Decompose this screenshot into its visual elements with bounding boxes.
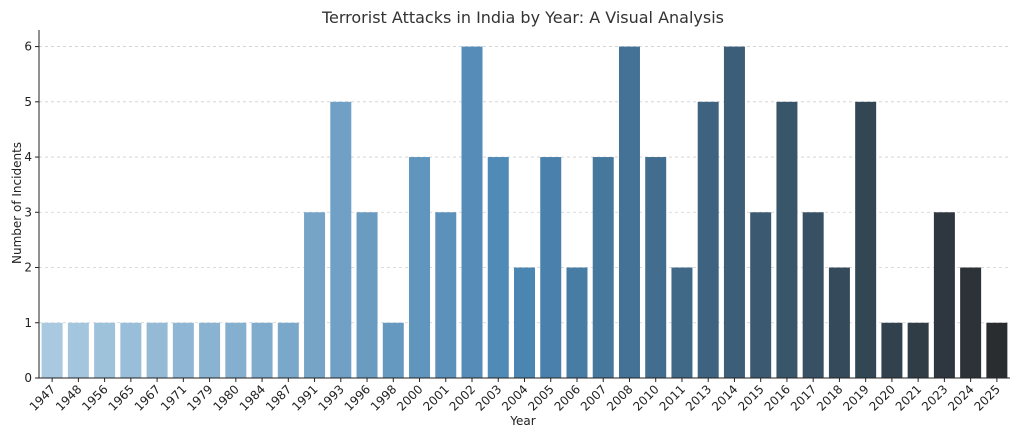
bar <box>120 322 142 378</box>
bar <box>802 212 824 378</box>
x-tick-label: 2015 <box>735 382 766 413</box>
x-tick-label: 1948 <box>53 382 84 413</box>
bar <box>986 322 1008 378</box>
bar <box>514 267 535 378</box>
bar <box>277 322 299 378</box>
x-tick-label: 2003 <box>473 382 504 413</box>
bar <box>304 212 326 378</box>
x-tick-label: 1967 <box>132 382 163 413</box>
y-axis-label: Number of Incidents <box>10 142 24 264</box>
bar <box>855 101 877 379</box>
bar <box>697 101 719 379</box>
x-tick-label: 1998 <box>368 382 399 413</box>
bar <box>435 212 457 378</box>
bar <box>172 322 194 378</box>
bar <box>960 267 982 378</box>
y-tick-label: 4 <box>24 150 32 164</box>
x-tick-label: 2025 <box>972 382 1003 413</box>
y-tick-label: 5 <box>24 95 32 109</box>
x-tick-label: 1980 <box>210 382 241 413</box>
x-tick-label: 2019 <box>840 382 871 413</box>
y-tick-label: 1 <box>24 316 32 330</box>
bar <box>94 322 116 378</box>
y-tick-label: 3 <box>24 205 32 219</box>
bar <box>881 322 903 378</box>
x-tick-label: 2020 <box>867 382 898 413</box>
bar <box>907 322 929 378</box>
bar <box>723 46 745 378</box>
x-tick-label: 2013 <box>683 382 714 413</box>
x-tick-label: 2008 <box>604 382 635 413</box>
x-tick-label: 2005 <box>525 382 556 413</box>
x-tick-label: 1991 <box>289 382 320 413</box>
bar <box>566 267 588 378</box>
bar <box>225 322 247 378</box>
x-tick-label: 2002 <box>447 382 478 413</box>
bar <box>382 322 404 378</box>
bar <box>330 101 352 379</box>
x-tick-label: 1984 <box>237 382 268 413</box>
x-tick-label: 1996 <box>342 382 373 413</box>
x-tick-label: 2014 <box>709 382 740 413</box>
bar <box>487 157 509 378</box>
x-tick-label: 2004 <box>499 382 530 413</box>
x-tick-label: 2024 <box>945 382 976 413</box>
x-tick-label: 2018 <box>814 382 845 413</box>
y-tick-label: 6 <box>24 40 32 54</box>
x-tick-label: 2023 <box>919 382 950 413</box>
x-tick-label: 2011 <box>657 382 688 413</box>
x-tick-label: 2001 <box>420 382 451 413</box>
bar <box>592 157 614 378</box>
bar <box>251 322 273 378</box>
x-tick-label: 2017 <box>788 382 819 413</box>
bar <box>618 46 640 378</box>
x-tick-label: 1993 <box>315 382 346 413</box>
bar <box>67 322 89 378</box>
bar <box>750 212 772 378</box>
y-tick-label: 0 <box>24 371 32 385</box>
x-tick-label: 2000 <box>394 382 425 413</box>
y-tick-label: 2 <box>24 261 32 275</box>
bar <box>828 267 850 378</box>
bar <box>776 101 798 379</box>
bar <box>933 212 955 378</box>
x-tick-label: 2006 <box>552 382 583 413</box>
bar-layer <box>41 46 1008 379</box>
bar <box>146 322 168 378</box>
x-tick-label: 1965 <box>105 382 136 413</box>
x-tick-label: 2007 <box>578 382 609 413</box>
bar <box>41 322 63 378</box>
x-tick-label: 1979 <box>184 382 215 413</box>
x-tick-label: 1987 <box>263 382 294 413</box>
bar <box>356 212 378 378</box>
bar <box>409 157 431 378</box>
x-tick-label: 1947 <box>27 382 58 413</box>
x-tick-label: 2021 <box>893 382 924 413</box>
x-tick-label: 1971 <box>158 382 189 413</box>
bar <box>199 322 221 378</box>
x-tick-label: 2016 <box>762 382 793 413</box>
bar <box>540 157 562 378</box>
chart-title: Terrorist Attacks in India by Year: A Vi… <box>321 8 724 27</box>
x-tick-label: 2010 <box>630 382 661 413</box>
bar <box>671 267 693 378</box>
x-axis-label: Year <box>509 414 535 428</box>
bar <box>461 46 483 378</box>
bar <box>645 157 667 378</box>
x-tick-label: 1956 <box>79 382 110 413</box>
